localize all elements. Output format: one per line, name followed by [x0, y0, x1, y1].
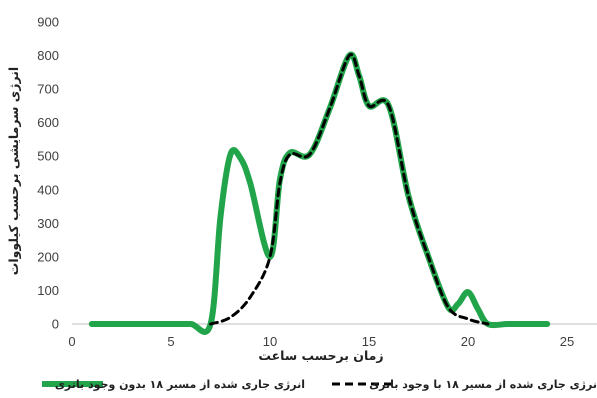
x-tick-label: 5: [167, 334, 174, 349]
y-tick-label: 400: [37, 182, 59, 197]
x-tick-label: 10: [263, 334, 277, 349]
series-line-2: [209, 52, 490, 326]
x-axis: 0 5 10 15 20 25: [68, 334, 574, 349]
y-tick-label: 900: [37, 15, 59, 30]
y-axis-title: انرژی سرمایشی برحسب کیلووات: [6, 67, 21, 275]
y-tick-label: 200: [37, 249, 59, 264]
y-tick-label: 300: [37, 216, 59, 231]
y-tick-label: 600: [37, 115, 59, 130]
y-tick-label: 700: [37, 82, 59, 97]
legend-label-series-2: نرژی جاری شده از مسیر ۱۸ با وجود باتری: [369, 378, 597, 391]
y-tick-label: 100: [37, 283, 59, 298]
series-layer: [88, 51, 551, 335]
series-line-1: [88, 51, 551, 335]
y-tick-label: 800: [37, 48, 59, 63]
y-axis: 0 100 200 300 400 500 600 700 800 900: [37, 15, 59, 332]
x-tick-label: 0: [68, 334, 75, 349]
y-tick-label: 500: [37, 149, 59, 164]
x-axis-title: زمان برحسب ساعت: [258, 348, 383, 363]
y-tick-label: 0: [52, 317, 59, 332]
x-tick-label: 15: [362, 334, 376, 349]
legend: انرژی جاری شده از مسیر ۱۸ بدون وجود باتر…: [42, 378, 597, 391]
x-tick-label: 20: [461, 334, 475, 349]
x-tick-label: 25: [560, 334, 574, 349]
legend-label-series-1: انرژی جاری شده از مسیر ۱۸ بدون وجود باتر…: [55, 378, 305, 391]
